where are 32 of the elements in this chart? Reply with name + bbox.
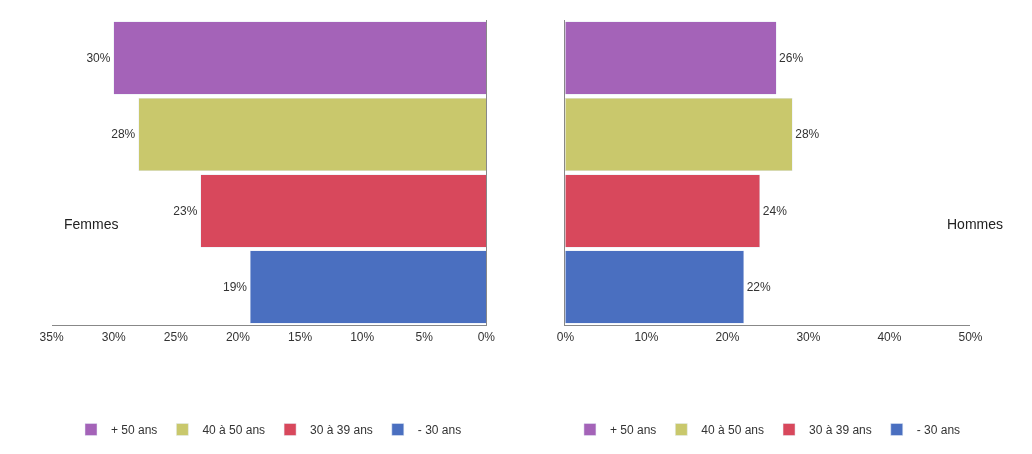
- data-label: 26%: [779, 51, 804, 66]
- x-tick-label: 40%: [877, 329, 902, 344]
- x-tick-label: 50%: [958, 329, 983, 344]
- legend-label: 30 à 39 ans: [310, 423, 373, 438]
- data-label: 23%: [173, 203, 198, 218]
- x-tick-label: 20%: [225, 329, 251, 344]
- legend-label: 40 à 50 ans: [202, 423, 266, 438]
- legend-label: 40 à 50 ans: [701, 423, 765, 438]
- x-tick-label: 10%: [634, 329, 659, 344]
- x-tick-label: 25%: [163, 329, 189, 344]
- x-tick-label: 15%: [288, 329, 313, 344]
- data-label: 28%: [111, 127, 136, 142]
- x-tick-label: 35%: [39, 329, 64, 344]
- data-label: 24%: [762, 203, 788, 218]
- x-tick-label: 5%: [415, 329, 434, 344]
- data-label: 30%: [86, 51, 111, 66]
- annotation: Hommes: [947, 216, 1004, 232]
- x-tick-label: 0%: [477, 329, 496, 344]
- x-tick-label: 0%: [556, 329, 575, 344]
- x-tick-label: 20%: [715, 329, 740, 344]
- data-label: 28%: [795, 127, 820, 142]
- legend-label: + 50 ans: [111, 423, 158, 438]
- legend-label: - 30 ans: [417, 423, 462, 438]
- legend-label: - 30 ans: [916, 423, 961, 438]
- x-tick-label: 10%: [350, 329, 375, 344]
- x-tick-label: 30%: [101, 329, 127, 344]
- legend-label: + 50 ans: [609, 423, 657, 438]
- data-label: 19%: [223, 280, 248, 295]
- annotation: Femmes: [64, 216, 119, 232]
- x-tick-label: 30%: [796, 329, 821, 344]
- data-label: 22%: [746, 280, 771, 295]
- legend-label: 30 à 39 ans: [809, 423, 872, 438]
